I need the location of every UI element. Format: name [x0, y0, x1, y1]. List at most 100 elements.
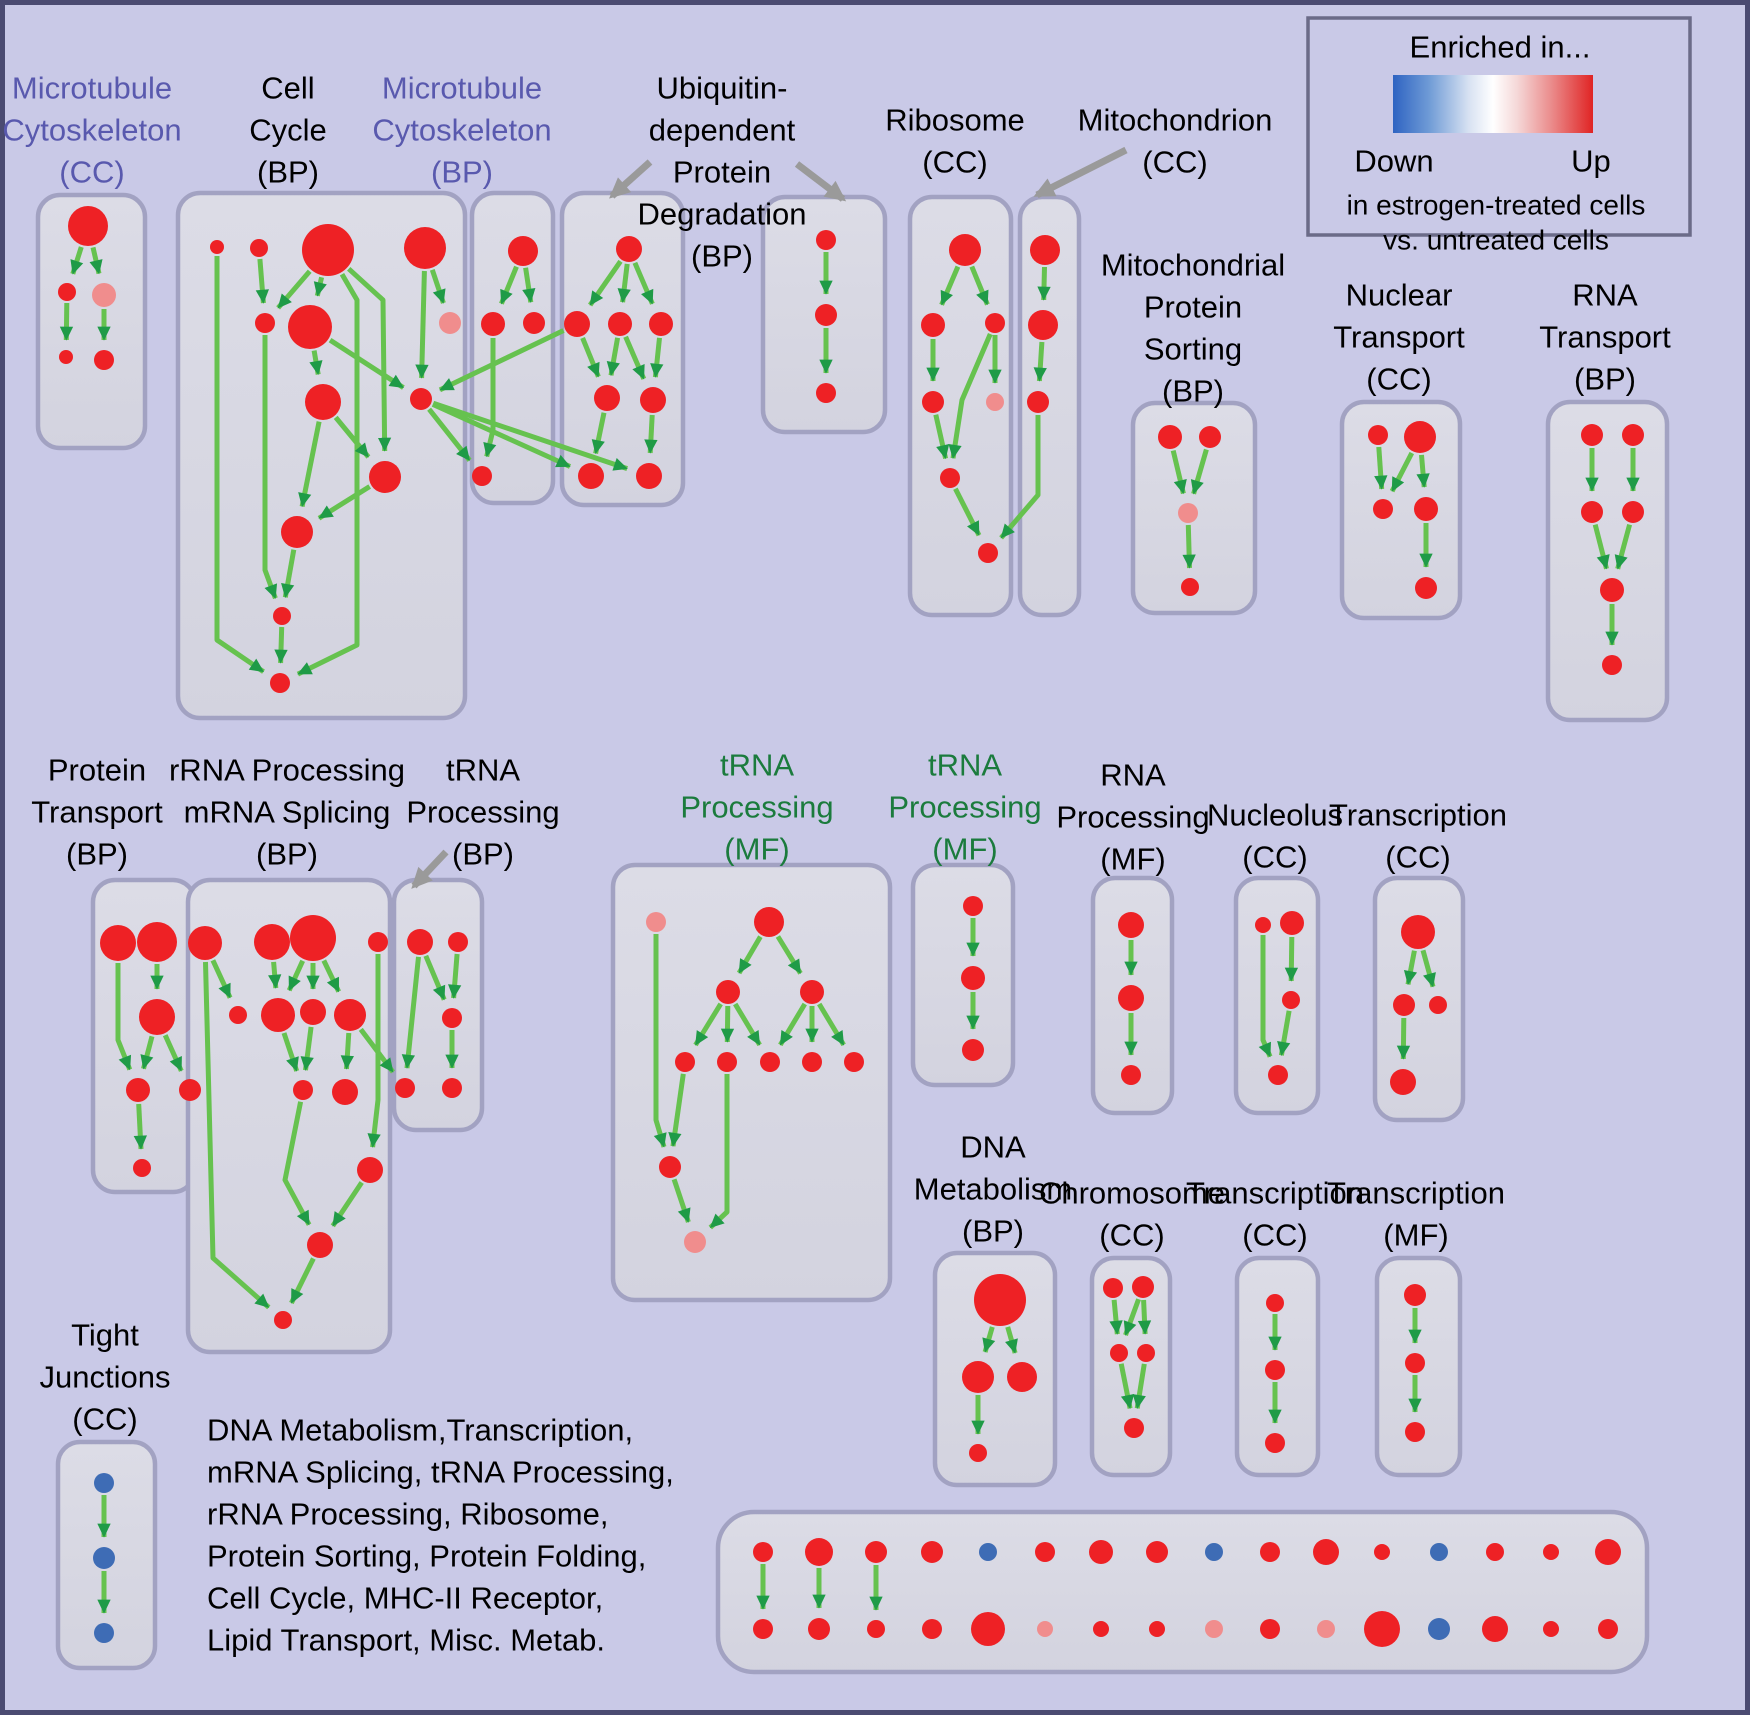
cluster-box-dna-metabolism-bp [932, 1250, 1058, 1488]
node-pt_d [126, 1078, 150, 1102]
edge-ub_c-ub_f [623, 335, 647, 380]
node-cc_e [255, 313, 275, 333]
edge-dm_a-dm_b [982, 1326, 996, 1353]
node-tb_b [448, 932, 468, 952]
label-chromosome-cc-line-1: (CC) [1099, 1218, 1164, 1253]
edge-mtcc_a-mtcc_b [70, 246, 84, 275]
edge-ub_c-ub_e [606, 337, 621, 376]
edge-mps_c-mps_d [1182, 524, 1196, 569]
label-transcription-mf-line-1: (MF) [1383, 1218, 1448, 1253]
label-cell-cycle-bp-line-0: Cell [261, 71, 314, 106]
node-t2_c [1265, 1433, 1285, 1453]
edge-mtbp_a-mtbp_c [522, 267, 536, 303]
node-ts_c [962, 1039, 984, 1061]
label-ribosome-cc-line-0: Ribosome [885, 103, 1025, 138]
edge-ub_a-ub_c [617, 263, 631, 303]
label-ubiquitin-degradation-bp-line-0: Ubiquitin- [657, 71, 788, 106]
edge-cc_e-cc_l [262, 335, 278, 600]
node-mp1b [753, 1619, 773, 1639]
label-tight-junctions-cc-line-0: Tight [71, 1318, 139, 1353]
node-cc_c [302, 224, 354, 276]
label-mitochondrion-cc-line-1: (CC) [1142, 145, 1207, 180]
node-cc_b [250, 239, 268, 257]
cluster-box-mitochondrion-cc [1017, 194, 1082, 618]
node-ub2_c [816, 383, 836, 403]
label-chromosome-cc-line-0: Chromosome [1039, 1176, 1225, 1211]
label-mitochondrion-cc-line-0: Mitochondrion [1078, 103, 1273, 138]
edge-mtbp_b-mtbp_d [483, 338, 497, 458]
node-mp13t [1430, 1543, 1448, 1561]
edge-cc_c-cc_f [313, 276, 327, 297]
node-rr_g [300, 999, 326, 1025]
node-mtcc_c [92, 283, 116, 307]
node-rr_m [274, 1311, 292, 1329]
node-nt_a [1368, 425, 1388, 445]
node-rb_c [985, 313, 1005, 333]
label-trna-processing-mf-large-line-0: tRNA [720, 748, 794, 783]
edge-mi_b-mi_c [1033, 341, 1047, 382]
edge-cc_c-cc_m [296, 272, 360, 677]
cluster-box-rrna-processing-mrna-splicing-bp [185, 877, 393, 1355]
node-tc_b [1393, 994, 1415, 1016]
node-mp8b [1149, 1621, 1165, 1637]
edge-tb_a-tb_c [423, 954, 447, 1001]
node-ub_e [594, 385, 620, 411]
label-transcription-cc-lower-line-0: Transcription [1186, 1176, 1364, 1211]
node-mps_a [1158, 425, 1182, 449]
annotation-misc-clusters-line-5: Lipid Transport, Misc. Metab. [207, 1623, 605, 1658]
edge-dm_a-dm_c [1005, 1326, 1018, 1354]
edge-mtcc_b-mtcc_d [59, 302, 74, 341]
edge-ub_f-ub_h [644, 414, 658, 454]
node-rr_d [368, 932, 388, 952]
node-tm_i [844, 1052, 864, 1072]
node-tm_k [684, 1231, 706, 1253]
pointer-to-mitochondrion-box [1033, 146, 1128, 199]
node-ch_d [1137, 1344, 1155, 1362]
label-nucleolus-cc-line-0: Nucleolus [1207, 798, 1343, 833]
node-mp14t [1486, 1543, 1504, 1561]
edge-cc_b-cc_e [255, 258, 269, 304]
node-pt_c [139, 999, 175, 1035]
edge-ub_a-ub_d [632, 261, 655, 305]
node-rb_f [940, 468, 960, 488]
node-tf_b [1405, 1353, 1425, 1373]
node-mtcc_d [59, 350, 73, 364]
node-ub_g [578, 463, 604, 489]
edge-tm_a-tm_j [653, 934, 667, 1148]
legend-subtitle-2: vs. untreated cells [1383, 225, 1609, 256]
node-pt_e [179, 1079, 201, 1101]
node-ch_e [1124, 1418, 1144, 1438]
node-nt_d [1414, 497, 1438, 521]
node-tm_c [716, 980, 740, 1004]
label-cell-cycle-bp-line-2: (BP) [257, 155, 319, 190]
node-rr_f [261, 998, 295, 1032]
label-rna-transport-bp-line-0: RNA [1572, 278, 1638, 313]
node-rr_k [357, 1157, 383, 1183]
node-ts_b [961, 966, 985, 990]
edge-tm_b-tm_c [736, 935, 763, 975]
node-ub2_b [815, 304, 837, 326]
label-trna-processing-mf-large-line-2: (MF) [724, 832, 789, 867]
pointer-to-ubiquitin-box-2 [794, 161, 847, 202]
edge-tc_a-tc_b [1403, 950, 1418, 986]
edge-mi_c-rb_g [999, 415, 1041, 540]
gray-pointers-layer [411, 146, 1128, 889]
node-mp15t [1543, 1544, 1559, 1560]
annotation-misc-clusters-line-1: mRNA Splicing, tRNA Processing, [207, 1455, 674, 1490]
cluster-box-microtubule-cytoskeleton-cc [35, 192, 148, 451]
node-nu_b [1280, 911, 1304, 935]
edge-cc_f-cc_h [309, 350, 323, 376]
node-mp14b [1482, 1616, 1508, 1642]
node-ch_b [1132, 1276, 1154, 1298]
edge-cc_c-cc_e [276, 269, 312, 310]
edge-rr_h-tb_d [358, 1027, 395, 1074]
node-rt_d [1622, 501, 1644, 523]
label-rrna-processing-mrna-splicing-bp-line-1: mRNA Splicing [184, 795, 391, 830]
edge-tm_j-tm_k [671, 1178, 691, 1223]
node-tm_g [760, 1052, 780, 1072]
cluster-box-chromosome-cc [1089, 1255, 1173, 1478]
label-trna-processing-mf-large-line-1: Processing [680, 790, 833, 825]
node-mps_d [1181, 578, 1199, 596]
node-rr_j [332, 1079, 358, 1105]
node-mi_c [1027, 391, 1049, 413]
